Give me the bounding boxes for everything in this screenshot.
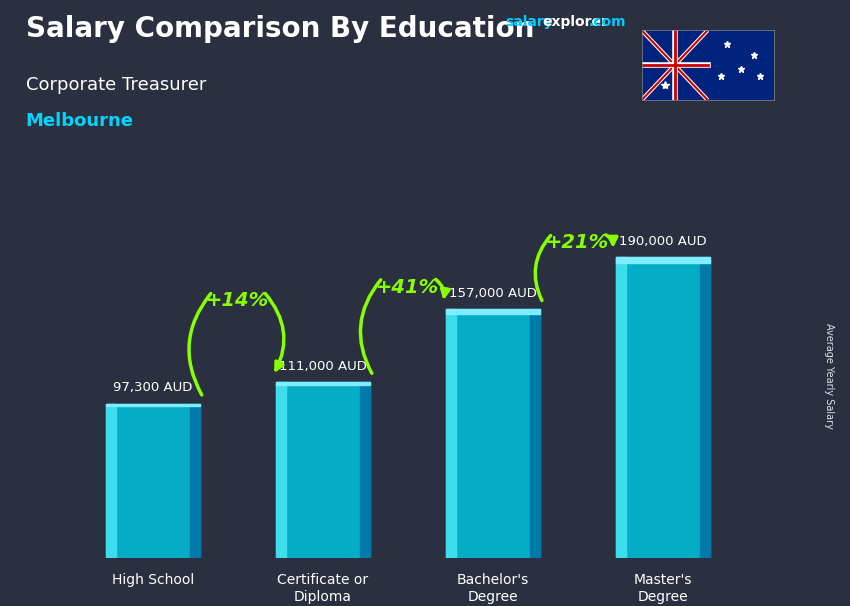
Text: Average Yearly Salary: Average Yearly Salary xyxy=(824,323,834,428)
Bar xyxy=(446,309,540,314)
Bar xyxy=(106,404,116,558)
Bar xyxy=(446,309,456,558)
Text: Melbourne: Melbourne xyxy=(26,112,133,130)
Text: 157,000 AUD: 157,000 AUD xyxy=(449,287,537,300)
Text: +21%: +21% xyxy=(547,233,609,253)
Bar xyxy=(360,382,370,558)
Text: 111,000 AUD: 111,000 AUD xyxy=(279,359,367,373)
Text: .com: .com xyxy=(588,15,626,29)
Text: +14%: +14% xyxy=(207,291,269,310)
Bar xyxy=(276,382,286,558)
Text: salary: salary xyxy=(506,15,553,29)
Text: Corporate Treasurer: Corporate Treasurer xyxy=(26,76,206,94)
Bar xyxy=(106,404,200,558)
Bar xyxy=(276,382,370,558)
Bar xyxy=(106,404,200,407)
Text: +41%: +41% xyxy=(377,278,439,297)
Bar xyxy=(446,309,540,558)
Text: 190,000 AUD: 190,000 AUD xyxy=(619,235,707,248)
Bar xyxy=(190,404,200,558)
Bar xyxy=(616,257,710,262)
Bar xyxy=(530,309,540,558)
Bar xyxy=(700,257,710,558)
Bar xyxy=(616,257,710,558)
Text: 97,300 AUD: 97,300 AUD xyxy=(113,381,193,395)
Bar xyxy=(616,257,626,558)
Text: explorer: explorer xyxy=(542,15,608,29)
Text: Salary Comparison By Education: Salary Comparison By Education xyxy=(26,15,534,43)
Bar xyxy=(276,382,370,385)
